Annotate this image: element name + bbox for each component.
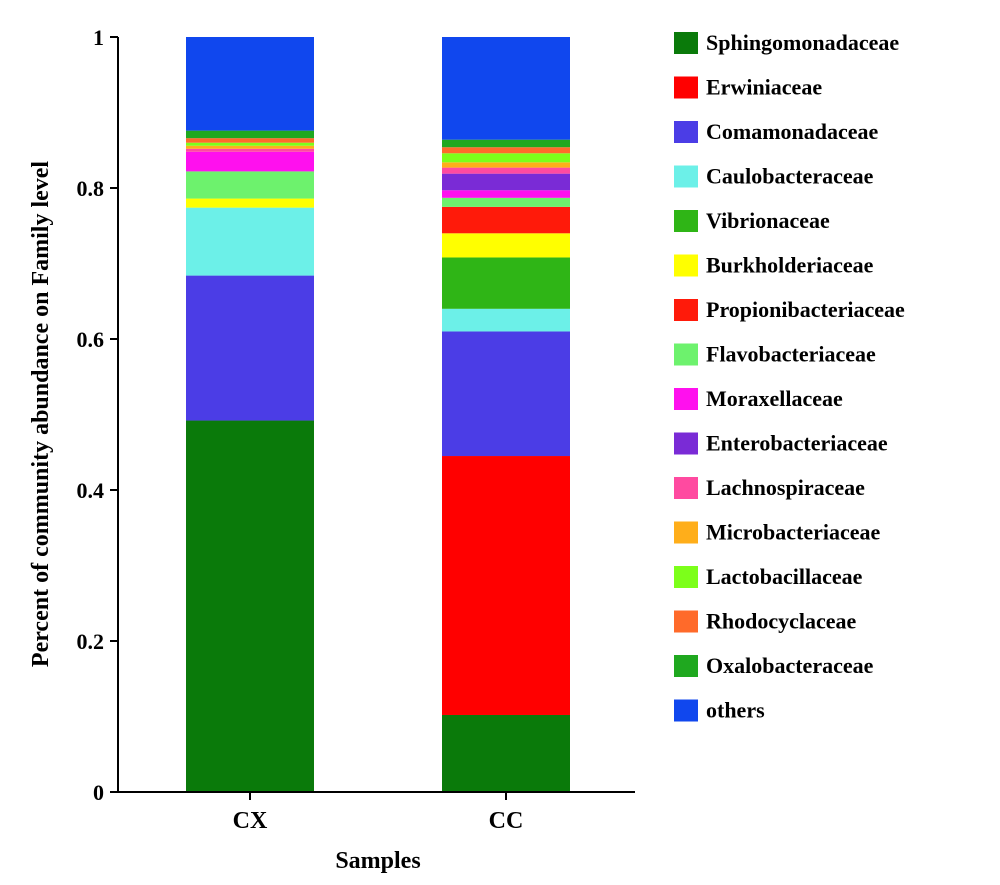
legend-item: Comamonadaceae — [674, 119, 879, 144]
legend-label: Caulobacteraceae — [706, 164, 874, 189]
y-tick-label: 0 — [93, 780, 104, 805]
legend-label: others — [706, 698, 765, 723]
bar-segment-cc-caulobacteraceae — [442, 308, 570, 332]
x-category-label: CX — [233, 808, 268, 834]
legend-item: Microbacteriaceae — [674, 520, 881, 545]
legend-swatch — [674, 655, 698, 677]
y-tick-label: 0.2 — [77, 629, 105, 654]
legend-label: Lactobacillaceae — [706, 564, 863, 589]
bar-segment-cx-flavobacteriaceae — [186, 171, 314, 199]
y-tick-label: 0.6 — [77, 327, 105, 352]
bar-segment-cc-erwiniaceae — [442, 456, 570, 715]
legend-item: Lactobacillaceae — [674, 564, 863, 589]
legend-label: Moraxellaceae — [706, 386, 843, 411]
legend-swatch — [674, 610, 698, 633]
bar-segment-cc-lachnospiraceae — [442, 167, 570, 174]
legend-swatch — [674, 32, 698, 54]
bar-segment-cx-comamonadaceae — [186, 275, 314, 421]
legend-swatch — [674, 432, 698, 455]
bar-segment-cc-moraxellaceae — [442, 190, 570, 198]
legend-item: Rhodocyclaceae — [674, 609, 857, 634]
legend-item: Caulobacteraceae — [674, 164, 874, 189]
x-category-label: CC — [489, 808, 524, 834]
axis-layer — [117, 37, 635, 793]
y-tick-label: 1 — [93, 25, 104, 50]
legend-swatch — [674, 699, 698, 722]
bar-segment-cx-lactobacillaceae — [186, 142, 314, 146]
legend-swatch — [674, 210, 698, 232]
bar-segment-cc-lactobacillaceae — [442, 153, 570, 163]
bar-segment-cc-enterobacteriaceae — [442, 173, 570, 191]
bar-segment-cx-rhodocyclaceae — [186, 138, 314, 143]
legend-label: Vibrionaceae — [706, 208, 830, 233]
legend-item: others — [674, 698, 765, 723]
legend-item: Vibrionaceae — [674, 208, 830, 233]
legend-swatch — [674, 477, 698, 499]
legend-label: Propionibacteriaceae — [706, 297, 905, 322]
legend-label: Flavobacteriaceae — [706, 342, 876, 367]
bars-layer — [186, 37, 570, 792]
bar-segment-cc-microbacteriaceae — [442, 162, 570, 168]
legend-label: Erwiniaceae — [706, 75, 822, 100]
legend-item: Burkholderiaceae — [674, 253, 874, 278]
bar-segment-cx-burkholderiaceae — [186, 198, 314, 208]
legend-item: Propionibacteriaceae — [674, 297, 905, 322]
legend-swatch — [674, 343, 698, 366]
bar-segment-cx-microbacteriaceae — [186, 145, 314, 149]
legend-item: Lachnospiraceae — [674, 475, 865, 500]
bar-segment-cc-burkholderiaceae — [442, 233, 570, 258]
bar-segment-cc-propionibacteriaceae — [442, 206, 570, 234]
legend-item: Flavobacteriaceae — [674, 342, 876, 367]
legend-label: Lachnospiraceae — [706, 475, 865, 500]
legend: Sphingomonadaceae Erwiniaceae Comamonadace… — [674, 30, 905, 723]
legend-swatch — [674, 121, 698, 143]
legend-item: Enterobacteriaceae — [674, 431, 888, 456]
legend-label: Enterobacteriaceae — [706, 431, 888, 456]
bar-segment-cx-oxalobacteraceae — [186, 130, 314, 139]
bar-segment-cx-sphingomonadaceae — [186, 420, 314, 792]
bar-segment-cx-lachnospiraceae — [186, 148, 314, 152]
legend-swatch — [674, 566, 698, 588]
y-tick-label: 0.4 — [77, 478, 105, 503]
legend-label: Comamonadaceae — [706, 119, 879, 144]
bar-segment-cc-comamonadaceae — [442, 331, 570, 457]
bar-segment-cc-sphingomonadaceae — [442, 714, 570, 792]
legend-swatch — [674, 254, 698, 277]
legend-item: Erwiniaceae — [674, 75, 822, 100]
legend-item: Sphingomonadaceae — [674, 30, 899, 55]
bar-segment-cc-oxalobacteraceae — [442, 139, 570, 148]
bar-segment-cc-vibrionaceae — [442, 257, 570, 309]
x-axis-title: Samples — [335, 848, 420, 874]
y-axis-title: Percent of community abundance on Family… — [28, 161, 54, 668]
legend-swatch — [674, 76, 698, 99]
y-tick-label: 0.8 — [77, 176, 105, 201]
legend-item: Oxalobacteraceae — [674, 653, 874, 678]
legend-swatch — [674, 165, 698, 188]
x-category-labels: CX CC — [233, 792, 524, 834]
legend-label: Rhodocyclaceae — [706, 609, 857, 634]
legend-label: Microbacteriaceae — [706, 520, 881, 545]
bar-segment-cx-others — [186, 37, 314, 131]
legend-label: Oxalobacteraceae — [706, 653, 874, 678]
legend-swatch — [674, 388, 698, 410]
bar-segment-cc-rhodocyclaceae — [442, 147, 570, 154]
legend-swatch — [674, 299, 698, 321]
legend-item: Moraxellaceae — [674, 386, 843, 411]
y-ticks: 0 0.2 0.4 0.6 0.8 1 — [77, 25, 118, 805]
bar-segment-cx-caulobacteraceae — [186, 207, 314, 276]
legend-swatch — [674, 521, 698, 544]
bar-segment-cx-moraxellaceae — [186, 151, 314, 172]
bar-segment-cc-others — [442, 37, 570, 140]
legend-label: Burkholderiaceae — [706, 253, 874, 278]
bar-segment-cc-flavobacteriaceae — [442, 197, 570, 207]
legend-label: Sphingomonadaceae — [706, 30, 899, 55]
